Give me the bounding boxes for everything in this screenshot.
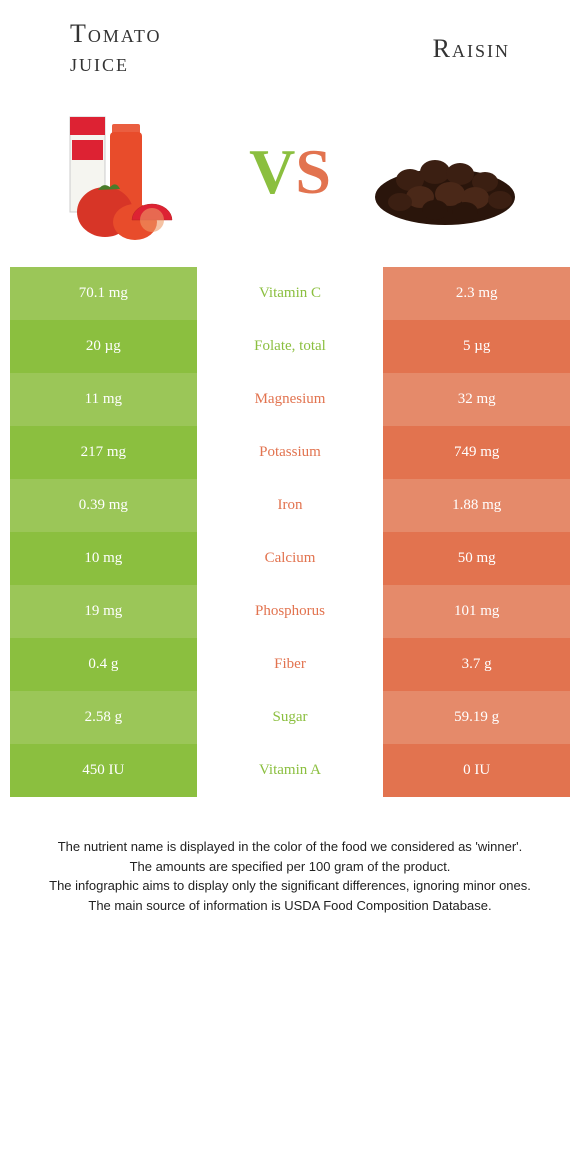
footer-line-1: The nutrient name is displayed in the co…	[30, 837, 550, 857]
left-value: 10 mg	[10, 532, 197, 585]
nutrient-label: Iron	[197, 479, 384, 532]
left-value: 11 mg	[10, 373, 197, 426]
left-value: 0.4 g	[10, 638, 197, 691]
nutrient-label: Phosphorus	[197, 585, 384, 638]
left-value: 20 µg	[10, 320, 197, 373]
right-value: 3.7 g	[383, 638, 570, 691]
vs-s: S	[295, 135, 331, 209]
right-value: 5 µg	[383, 320, 570, 373]
table-row: 11 mgMagnesium32 mg	[10, 373, 570, 426]
left-value: 70.1 mg	[10, 267, 197, 320]
left-title-line1: Tomato	[70, 19, 162, 48]
right-value: 59.19 g	[383, 691, 570, 744]
right-food-title: Raisin	[290, 34, 540, 64]
nutrient-label: Vitamin C	[197, 267, 384, 320]
header: Tomato juice Raisin	[0, 0, 580, 87]
nutrient-label: Fiber	[197, 638, 384, 691]
table-row: 0.4 gFiber3.7 g	[10, 638, 570, 691]
left-food-title: Tomato juice	[40, 20, 290, 77]
left-value: 217 mg	[10, 426, 197, 479]
left-value: 2.58 g	[10, 691, 197, 744]
vs-label: VS	[249, 135, 331, 209]
right-value: 749 mg	[383, 426, 570, 479]
right-value: 32 mg	[383, 373, 570, 426]
nutrient-label: Sugar	[197, 691, 384, 744]
table-row: 217 mgPotassium749 mg	[10, 426, 570, 479]
nutrient-table: 70.1 mgVitamin C2.3 mg20 µgFolate, total…	[0, 267, 580, 797]
table-row: 10 mgCalcium50 mg	[10, 532, 570, 585]
footer-notes: The nutrient name is displayed in the co…	[0, 797, 580, 915]
footer-line-3: The infographic aims to display only the…	[30, 876, 550, 896]
tomato-juice-icon	[50, 102, 220, 242]
table-row: 450 IUVitamin A0 IU	[10, 744, 570, 797]
raisin-image	[331, 102, 560, 242]
raisin-icon	[360, 102, 530, 242]
left-value: 450 IU	[10, 744, 197, 797]
left-value: 19 mg	[10, 585, 197, 638]
nutrient-label: Calcium	[197, 532, 384, 585]
right-value: 50 mg	[383, 532, 570, 585]
left-title-line2: juice	[70, 48, 129, 77]
right-value: 1.88 mg	[383, 479, 570, 532]
nutrient-label: Folate, total	[197, 320, 384, 373]
footer-line-2: The amounts are specified per 100 gram o…	[30, 857, 550, 877]
table-row: 70.1 mgVitamin C2.3 mg	[10, 267, 570, 320]
images-row: VS	[0, 87, 580, 267]
table-row: 20 µgFolate, total5 µg	[10, 320, 570, 373]
left-value: 0.39 mg	[10, 479, 197, 532]
nutrient-label: Vitamin A	[197, 744, 384, 797]
table-row: 19 mgPhosphorus101 mg	[10, 585, 570, 638]
table-row: 2.58 gSugar59.19 g	[10, 691, 570, 744]
vs-v: V	[249, 135, 295, 209]
right-value: 101 mg	[383, 585, 570, 638]
right-value: 0 IU	[383, 744, 570, 797]
nutrient-label: Potassium	[197, 426, 384, 479]
right-value: 2.3 mg	[383, 267, 570, 320]
table-row: 0.39 mgIron1.88 mg	[10, 479, 570, 532]
tomato-juice-image	[20, 102, 249, 242]
nutrient-label: Magnesium	[197, 373, 384, 426]
footer-line-4: The main source of information is USDA F…	[30, 896, 550, 916]
